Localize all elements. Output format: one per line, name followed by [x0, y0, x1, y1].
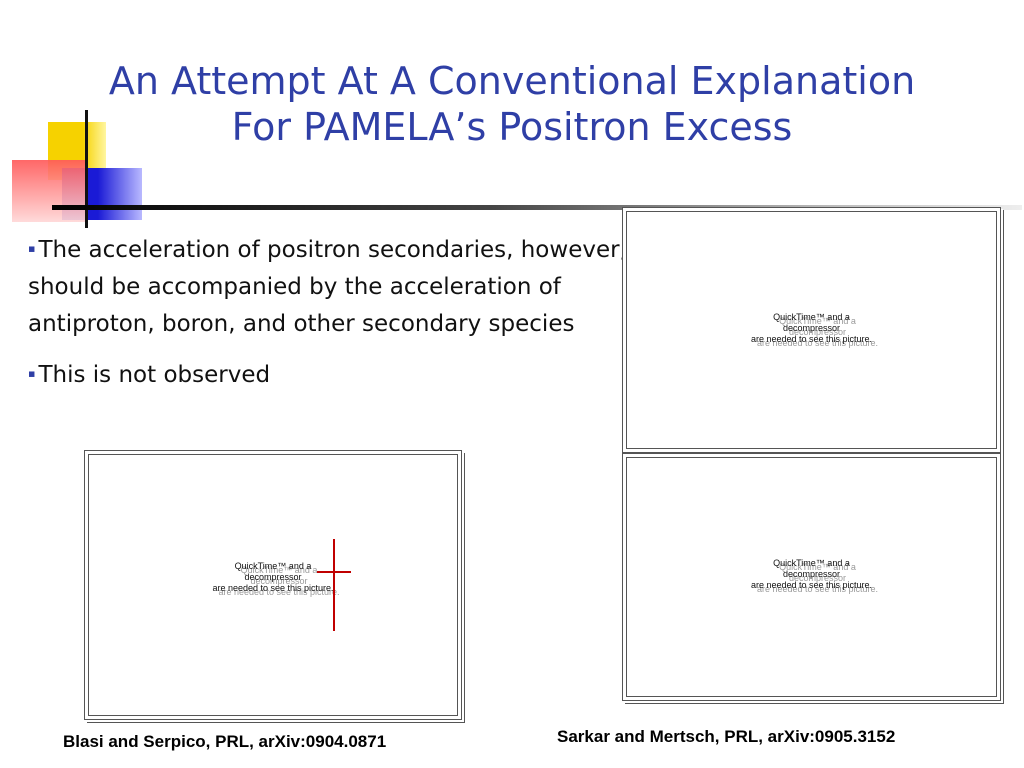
notice-shadow-line: decompressor	[788, 327, 847, 337]
notice-shadow-line: are needed to see this picture.	[756, 338, 879, 348]
picture-placeholder-bottom-right: QuickTime™ and a decompressor are needed…	[622, 453, 1001, 701]
bullet-list: ▪ The acceleration of positron secondarie…	[28, 230, 628, 406]
notice-line: decompressor	[782, 569, 841, 579]
caption-left: Blasi and Serpico, PRL, arXiv:0904.0871	[63, 732, 387, 751]
notice-shadow-line: decompressor	[788, 573, 847, 583]
notice-shadow-line: QuickTime™ and a	[779, 316, 856, 326]
notice-line: QuickTime™ and a	[773, 558, 850, 568]
slide-title: An Attempt At A Conventional Explanation…	[40, 58, 984, 150]
notice-line: decompressor	[782, 323, 841, 333]
bullet-marker-icon: ▪	[28, 367, 36, 380]
frame-inner-border	[626, 211, 997, 449]
bullet-text: The acceleration of positron secondaries…	[28, 237, 627, 337]
frame-inner-border	[626, 457, 997, 697]
notice-line: are needed to see this picture.	[212, 583, 334, 593]
crosshair-horizontal	[317, 571, 351, 573]
quicktime-notice-text: QuickTime™ and a decompressor are needed…	[623, 558, 1000, 591]
bullet-item: ▪ The acceleration of positron secondarie…	[28, 230, 628, 343]
notice-line: are needed to see this picture.	[750, 334, 873, 344]
notice-shadow-line: decompressor	[250, 576, 308, 586]
notice-line: QuickTime™ and a	[773, 312, 850, 322]
bullet-text: This is not observed	[38, 362, 271, 388]
quicktime-notice-shadow: QuickTime™ and a decompressor are needed…	[629, 562, 1006, 595]
notice-shadow-line: QuickTime™ and a	[779, 562, 856, 572]
decor-horizontal-rule	[52, 205, 1022, 210]
notice-line: QuickTime™ and a	[234, 561, 312, 571]
notice-line: decompressor	[244, 572, 302, 582]
quicktime-notice: QuickTime™ and a decompressor are needed…	[85, 561, 461, 597]
decor-red-square	[12, 160, 88, 222]
quicktime-notice-text: QuickTime™ and a decompressor are needed…	[623, 312, 1000, 345]
bullet-marker-icon: ▪	[28, 242, 36, 255]
picture-placeholder-top-right: QuickTime™ and a decompressor are needed…	[622, 207, 1001, 453]
notice-shadow-line: are needed to see this picture.	[756, 584, 879, 594]
picture-placeholder-left: QuickTime™ and a decompressor are needed…	[84, 450, 462, 720]
quicktime-notice-shadow: QuickTime™ and a decompressor are needed…	[629, 316, 1006, 349]
quicktime-notice: QuickTime™ and a decompressor are needed…	[623, 312, 1000, 348]
slide-title-line-2: For PAMELA’s Positron Excess	[231, 105, 793, 149]
bullet-item: ▪ This is not observed	[28, 355, 628, 394]
quicktime-notice: QuickTime™ and a decompressor are needed…	[623, 558, 1000, 594]
frame-inner-border	[88, 454, 458, 716]
notice-line: are needed to see this picture.	[750, 580, 873, 590]
quicktime-notice-text: QuickTime™ and a decompressor are needed…	[85, 561, 461, 594]
notice-shadow-line: QuickTime™ and a	[240, 565, 318, 575]
notice-shadow-line: are needed to see this picture.	[218, 587, 340, 597]
crosshair-vertical	[333, 539, 335, 631]
quicktime-notice-shadow: QuickTime™ and a decompressor are needed…	[91, 565, 467, 598]
caption-right: Sarkar and Mertsch, PRL, arXiv:0905.3152	[557, 727, 896, 746]
decor-vertical-line	[85, 110, 88, 228]
slide-title-line-1: An Attempt At A Conventional Explanation	[108, 59, 916, 103]
